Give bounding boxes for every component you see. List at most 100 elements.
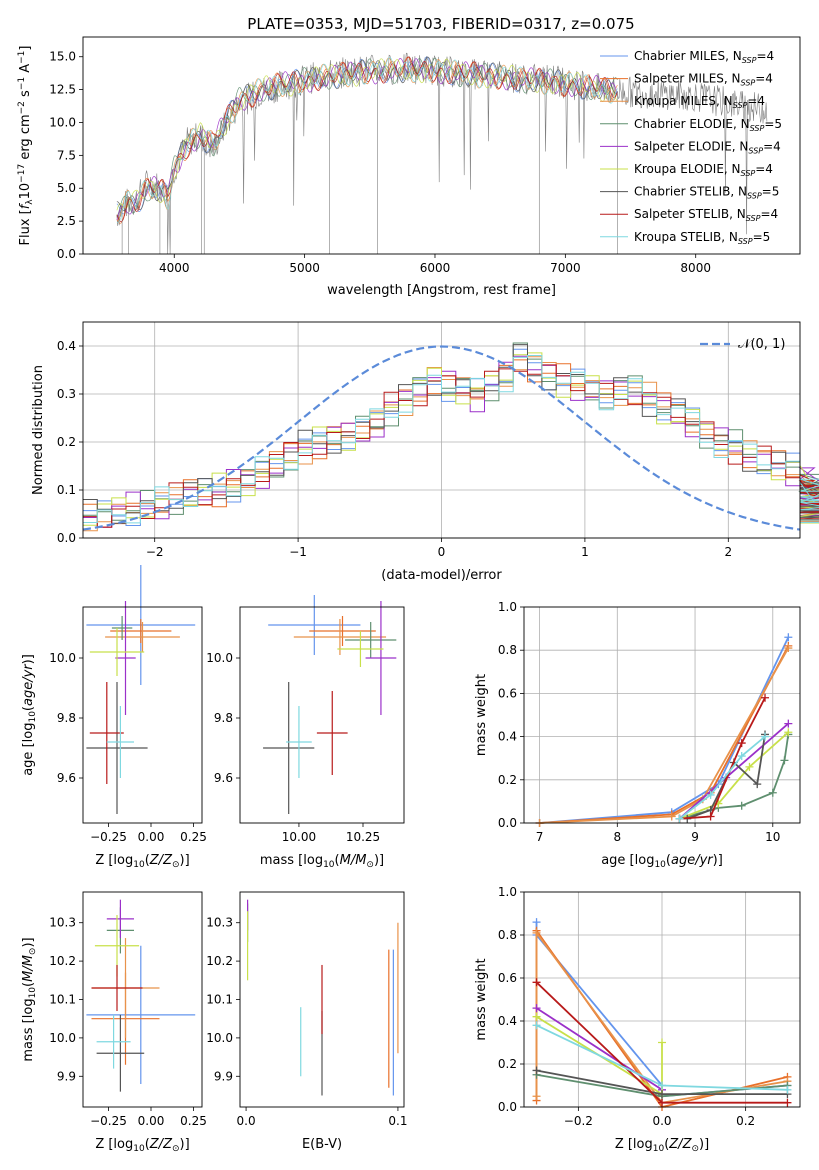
weight-marker <box>737 801 746 810</box>
y-tick-label: 10.3 <box>49 916 76 930</box>
spectrum-model-line <box>116 56 618 215</box>
residual-histogram <box>83 359 819 528</box>
legend-label: Salpeter MILES, NSSP=4 <box>634 72 773 88</box>
weight-marker <box>737 739 746 748</box>
y-tick-label: 0.4 <box>57 339 76 353</box>
y-tick-label: 2.5 <box>57 214 76 228</box>
weight-marker <box>667 812 676 821</box>
weight-line <box>539 647 790 824</box>
x-tick-label: 1 <box>581 545 589 559</box>
weight-marker <box>784 633 793 642</box>
weight-marker <box>658 1098 666 1107</box>
weight_vs_age-axes: 7 8 9 10 0.0 0.2 0.4 0.6 0.8 1.0 <box>498 600 800 844</box>
weight-marker <box>706 812 715 821</box>
x-tick-label: 8 <box>613 830 621 844</box>
x-tick-label: 0.0 <box>652 1114 671 1128</box>
weight_vs_age-ylabel: mass weight <box>474 674 489 756</box>
x-tick-label: 7 <box>536 830 544 844</box>
x-tick-label: 0.2 <box>736 1114 755 1128</box>
x-tick-label: 0.25 <box>180 1114 207 1128</box>
weight-line <box>539 636 790 824</box>
y-tick-label: 0.2 <box>498 773 517 787</box>
y-tick-label: 10.2 <box>206 954 233 968</box>
weight-line <box>678 722 789 820</box>
weight-marker <box>532 1092 541 1101</box>
spectrum-series <box>116 52 768 255</box>
weight-marker <box>783 1098 792 1107</box>
y-tick-label: 0.4 <box>498 1014 517 1028</box>
y-tick-label: 5.0 <box>57 181 76 195</box>
weight_vs_Z-frame <box>523 891 801 1108</box>
y-tick-label: 10.1 <box>49 993 76 1007</box>
y-tick-label: 0.8 <box>498 643 517 657</box>
y-tick-label: 10.3 <box>206 916 233 930</box>
y-tick-label: 10.0 <box>49 651 76 665</box>
weight-marker <box>658 1081 666 1090</box>
y-tick-label: 0.0 <box>498 816 517 830</box>
x-tick-label: 0.25 <box>180 830 207 844</box>
mass_vs_ebv-points <box>246 899 399 1096</box>
weight-marker <box>761 693 770 702</box>
age_vs_mass-xlabel: mass [log10(M/M⊙)] <box>260 853 384 870</box>
y-tick-label: 0.0 <box>498 1100 517 1114</box>
x-tick-label: 10.25 <box>346 830 380 844</box>
weight_vs_age-series <box>535 633 793 827</box>
y-tick-label: 9.8 <box>214 711 233 725</box>
x-tick-label: 0.00 <box>138 830 165 844</box>
residual-histogram <box>83 342 819 521</box>
mass_vs_ebv-xlabel: E(B-V) <box>302 1137 342 1152</box>
weight-marker <box>532 1021 541 1030</box>
age_vs_mass-frame <box>239 606 405 824</box>
y-tick-label: 0.2 <box>498 1057 517 1071</box>
residual-histograms <box>82 342 819 532</box>
legend-label: Salpeter ELODIE, NSSP=4 <box>634 139 781 155</box>
spectrum-legend: Chabrier MILES, NSSP=4 Salpeter MILES, NS… <box>600 49 782 246</box>
weight-line <box>539 645 790 824</box>
age_vs_Z-ylabel: age [log10(age/yr)] <box>21 654 38 776</box>
weight-marker <box>768 788 777 797</box>
x-tick-label: 10 <box>765 830 780 844</box>
x-tick-label: 0.00 <box>138 1114 165 1128</box>
weight-marker <box>675 814 684 823</box>
y-tick-label: 0.6 <box>498 686 517 700</box>
y-tick-label: 10.0 <box>206 651 233 665</box>
x-tick-label: −0.2 <box>564 1114 593 1128</box>
weight_vs_age-frame <box>523 606 801 824</box>
weight-marker <box>761 732 770 741</box>
y-tick-label: 12.5 <box>49 83 76 97</box>
y-tick-label: 9.6 <box>214 771 233 785</box>
weight-line <box>678 735 766 820</box>
x-tick-label: 6000 <box>420 261 451 275</box>
weight-marker <box>783 1085 792 1094</box>
weight-marker <box>784 728 793 737</box>
mass_vs_ebv-frame <box>239 891 405 1108</box>
y-tick-label: 0.6 <box>498 971 517 985</box>
y-tick-label: 7.5 <box>57 148 76 162</box>
y-tick-label: 0.0 <box>57 247 76 261</box>
legend-label: Salpeter STELIB, NSSP=4 <box>634 207 778 223</box>
y-tick-label: 0.8 <box>498 928 517 942</box>
legend-label: Chabrier ELODIE, NSSP=5 <box>634 117 782 133</box>
y-tick-label: 10.0 <box>49 1031 76 1045</box>
figure-title: PLATE=0353, MJD=51703, FIBERID=0317, z=0… <box>247 15 634 33</box>
weight-marker <box>532 928 541 937</box>
weight-marker <box>784 719 793 728</box>
x-tick-label: −0.25 <box>90 1114 127 1128</box>
legend-label: Kroupa STELIB, NSSP=5 <box>634 230 770 246</box>
mass_vs_Z-axes: −0.25 0.00 0.25 9.9 10.0 10.1 10.2 10.3 <box>49 916 207 1128</box>
residuals-frame <box>82 321 801 539</box>
age_vs_Z-points <box>86 565 196 814</box>
age_vs_Z-axes: −0.25 0.00 0.25 9.6 9.8 10.0 <box>49 651 207 844</box>
mass_vs_Z-points <box>86 899 196 1092</box>
mass_vs_ebv-axes: 0.0 0.1 9.9 10.0 10.1 10.2 10.3 <box>206 916 407 1128</box>
age_vs_mass-axes: 10.00 10.25 9.6 9.8 10.0 <box>206 651 380 844</box>
spectrum-model-line <box>116 56 618 212</box>
spectrum-axes: 4000 5000 6000 7000 8000 0.0 2.5 5.0 7.5 10.0 12.5… <box>49 50 711 275</box>
mass_vs_Z-xlabel: Z [log10(Z/Z⊙)] <box>95 1137 189 1154</box>
weight-marker <box>780 756 789 765</box>
weight-marker <box>658 1038 666 1047</box>
x-tick-label: 0.0 <box>237 1114 256 1128</box>
weight-marker <box>706 790 715 799</box>
weight-line <box>679 697 766 820</box>
